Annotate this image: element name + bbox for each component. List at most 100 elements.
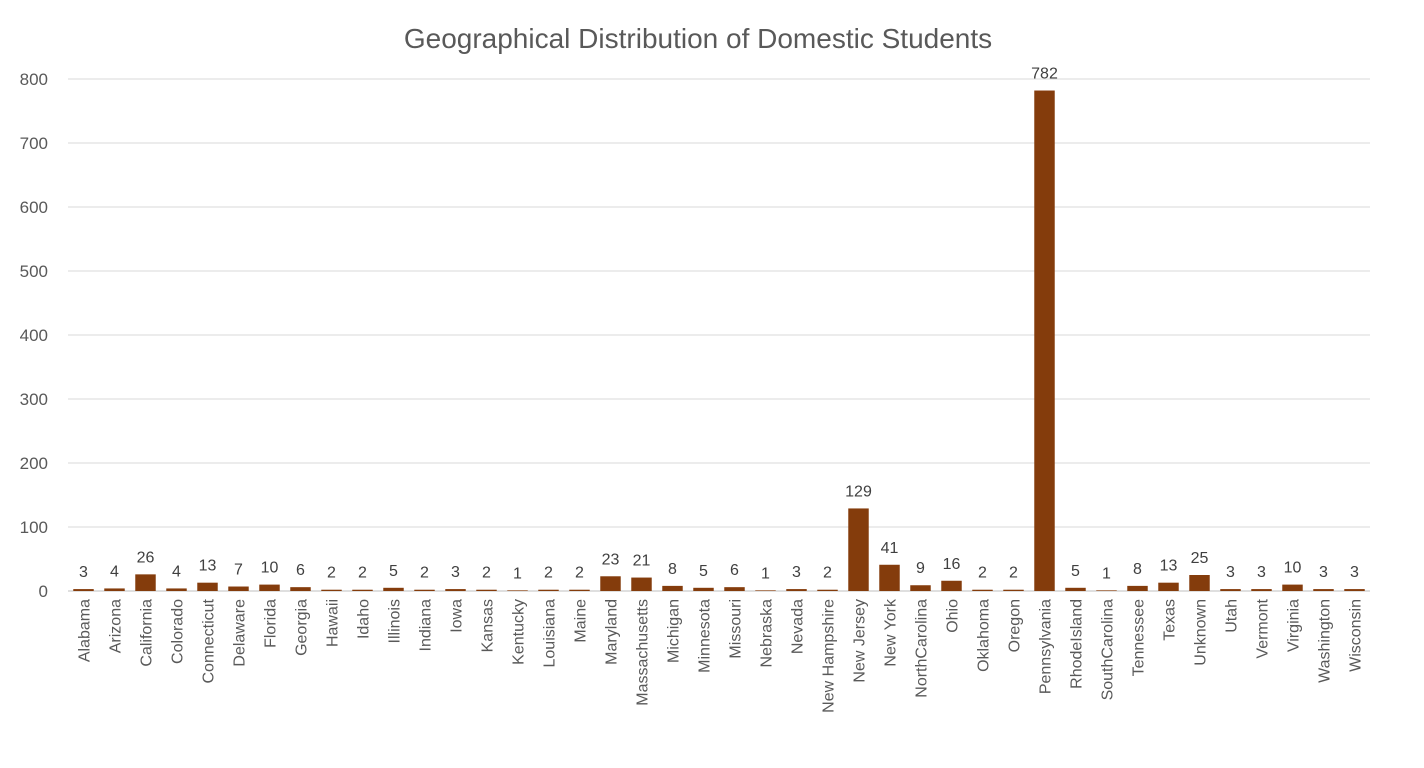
bar <box>507 590 528 591</box>
x-category-label: New Hampshire <box>821 599 838 713</box>
x-category-label: Oregon <box>1007 599 1024 652</box>
data-label: 5 <box>389 563 398 580</box>
gridlines <box>68 78 1370 592</box>
bar <box>817 589 838 591</box>
x-category-label: Kentucky <box>511 599 528 665</box>
x-category-label: Pennsylvania <box>1038 599 1055 694</box>
bar <box>1003 589 1024 591</box>
data-label: 10 <box>261 560 279 577</box>
y-tick-label: 500 <box>20 262 48 281</box>
x-category-label: Vermont <box>1255 598 1272 658</box>
bar <box>1282 584 1303 591</box>
x-category-label: Minnesota <box>697 599 714 673</box>
data-label: 10 <box>1284 560 1302 577</box>
bar <box>724 587 745 591</box>
data-label: 5 <box>699 563 708 580</box>
x-category-label: Virginia <box>1286 599 1303 652</box>
x-category-label: Alabama <box>77 599 94 662</box>
bar <box>73 589 94 591</box>
x-category-label: California <box>139 599 156 667</box>
x-category-label: RhodeIsland <box>1069 599 1086 689</box>
x-category-label: Idaho <box>356 599 373 639</box>
bar <box>1344 589 1365 591</box>
data-label: 8 <box>1133 561 1142 578</box>
data-label: 2 <box>978 565 987 582</box>
data-label: 13 <box>1160 558 1178 575</box>
data-label: 26 <box>137 549 155 566</box>
bar <box>476 589 497 591</box>
y-tick-label: 300 <box>20 390 48 409</box>
bar <box>228 586 249 591</box>
x-category-label: Ohio <box>945 599 962 633</box>
bar <box>321 589 342 591</box>
x-category-label: Utah <box>1224 599 1241 633</box>
x-category-label: New York <box>883 598 900 667</box>
x-category-label: NorthCarolina <box>914 599 931 698</box>
bar <box>631 577 652 591</box>
x-category-label: Texas <box>1162 599 1179 641</box>
data-label: 782 <box>1031 66 1058 83</box>
x-category-label: Wisconsin <box>1348 599 1365 672</box>
data-label: 3 <box>1257 564 1266 581</box>
bar <box>1158 582 1179 591</box>
x-category-label: New Jersey <box>852 599 869 683</box>
bar <box>166 588 187 591</box>
data-label: 25 <box>1191 550 1209 567</box>
bar <box>569 589 590 591</box>
bar <box>1127 585 1148 591</box>
x-category-label: Missouri <box>728 599 745 659</box>
bar <box>104 588 125 591</box>
x-category-label: Florida <box>263 599 280 648</box>
x-category-label: Washington <box>1317 599 1334 683</box>
data-label: 5 <box>1071 563 1080 580</box>
data-label: 9 <box>916 560 925 577</box>
x-category-label: Colorado <box>170 599 187 664</box>
x-category-label: Maryland <box>604 599 621 665</box>
bar <box>1065 587 1086 591</box>
x-category-label: Unknown <box>1193 599 1210 666</box>
data-label: 41 <box>881 540 899 557</box>
data-label: 2 <box>544 565 553 582</box>
bar <box>414 589 435 591</box>
data-label: 16 <box>943 556 961 573</box>
bar <box>352 589 373 591</box>
bar <box>1189 575 1210 591</box>
x-category-label: Oklahoma <box>976 599 993 672</box>
x-category-label: Illinois <box>387 599 404 643</box>
bar <box>910 585 931 591</box>
bar <box>1034 90 1055 592</box>
x-category-label: Hawaii <box>325 599 342 647</box>
data-label: 2 <box>482 565 491 582</box>
x-category-label: Nebraska <box>759 599 776 668</box>
data-label: 8 <box>668 561 677 578</box>
data-label: 4 <box>110 563 119 580</box>
data-label: 2 <box>1009 565 1018 582</box>
data-label: 2 <box>823 565 832 582</box>
x-category-label: Nevada <box>790 599 807 654</box>
x-category-label: Michigan <box>666 599 683 663</box>
bar <box>786 589 807 591</box>
data-label: 1 <box>513 565 522 582</box>
x-category-label: Tennessee <box>1131 599 1148 676</box>
data-label: 3 <box>451 564 460 581</box>
y-tick-label: 200 <box>20 454 48 473</box>
data-label: 1 <box>761 565 770 582</box>
y-tick-label: 100 <box>20 518 48 537</box>
bar <box>941 580 962 591</box>
bar <box>1096 590 1117 591</box>
x-category-label: Kansas <box>480 599 497 652</box>
bars <box>73 90 1365 592</box>
bar <box>1220 589 1241 591</box>
x-category-label: SouthCarolina <box>1100 599 1117 701</box>
bar <box>135 574 156 591</box>
x-category-label: Massachusetts <box>635 599 652 706</box>
x-category-label: Georgia <box>294 599 311 656</box>
y-axis-ticks: 0 100 200 300 400 500 600 700 800 <box>20 70 48 601</box>
y-tick-label: 800 <box>20 70 48 89</box>
bar <box>693 587 714 591</box>
x-category-label: Delaware <box>232 599 249 667</box>
data-label: 3 <box>1226 564 1235 581</box>
